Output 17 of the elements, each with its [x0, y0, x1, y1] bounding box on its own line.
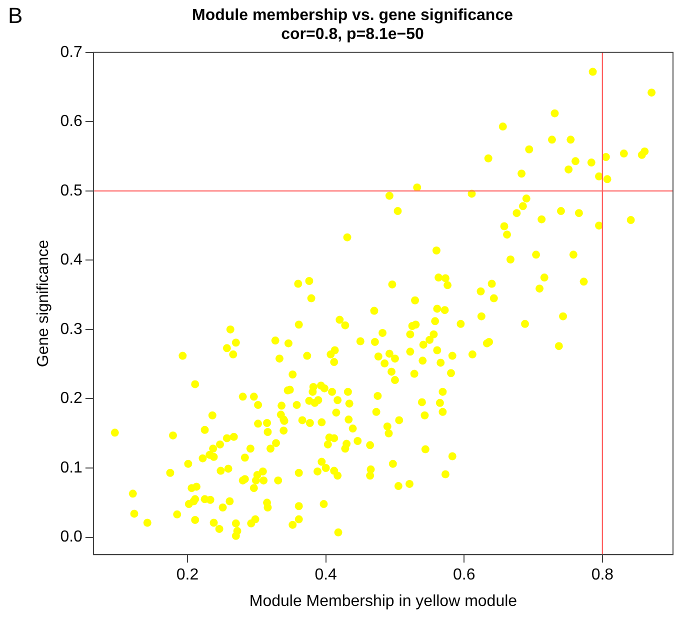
y-tick-label: 0.7: [60, 44, 83, 61]
y-tick-label: 0.6: [60, 113, 83, 130]
y-tick-label: 0.3: [60, 320, 83, 338]
y-axis-title: Gene significance: [35, 240, 52, 368]
chart-title: Module membership vs. gene significance: [192, 7, 514, 24]
y-tick-label: 0.4: [60, 252, 83, 269]
y-tick-label: 0.5: [60, 182, 83, 200]
x-axis-title: Module Membership in yellow module: [249, 592, 518, 610]
x-tick-label: 0.2: [176, 566, 199, 584]
y-tick-label: 0.1: [60, 459, 83, 476]
text: B: [8, 3, 23, 28]
x-tick-label: 0.6: [453, 566, 476, 584]
y-tick-label: 0.0: [60, 528, 83, 546]
chart-subtitle: cor=0.8, p=8.1e−50: [281, 26, 424, 44]
y-tick-label: 0.2: [60, 390, 83, 408]
x-tick-label: 0.8: [591, 566, 614, 584]
x-tick-label: 0.4: [314, 566, 338, 584]
